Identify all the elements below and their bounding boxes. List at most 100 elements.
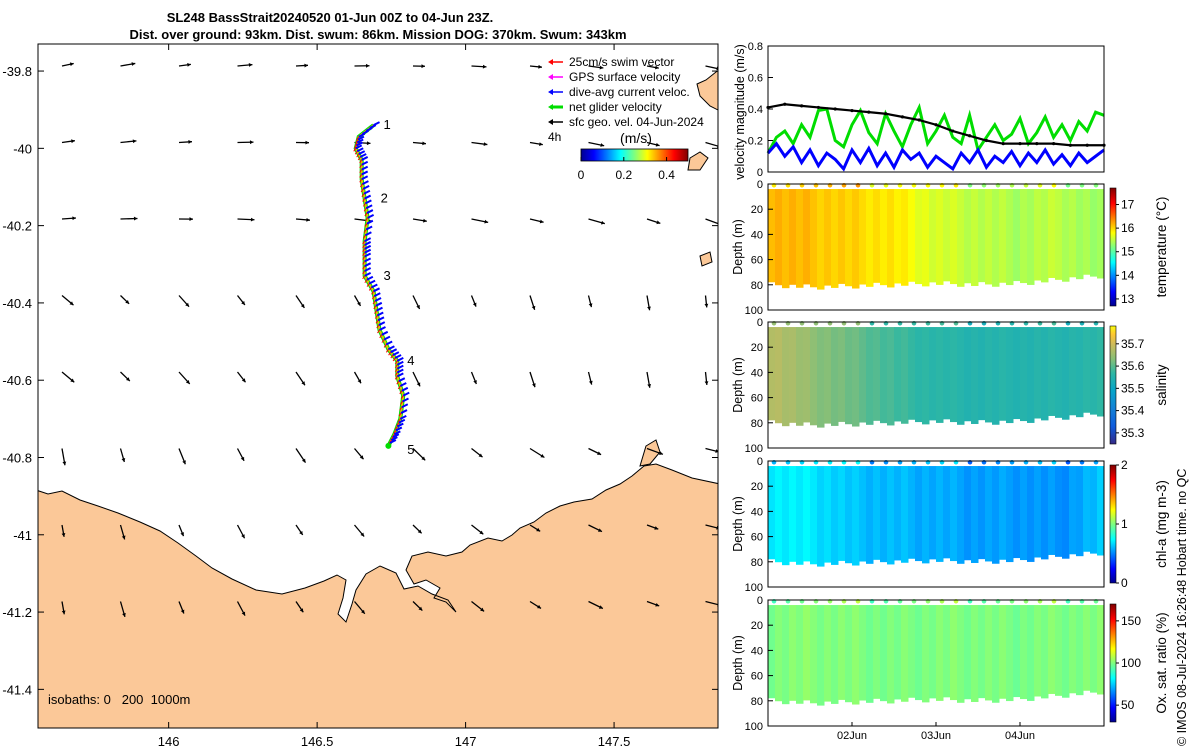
dive-current-arrow xyxy=(356,141,363,147)
velocity-y-tick-label: 0.8 xyxy=(748,41,763,53)
section-cell xyxy=(845,189,853,287)
section-cell xyxy=(824,466,832,563)
section-cell xyxy=(1006,605,1014,702)
section-cell xyxy=(1083,605,1091,691)
section-cell xyxy=(782,327,790,427)
velocity-arrow-head xyxy=(539,219,544,224)
section-cell xyxy=(978,605,986,699)
swim-vector xyxy=(361,193,365,198)
map-y-tick-label: -40.4 xyxy=(2,296,32,311)
section-cell xyxy=(999,605,1007,699)
section-cell xyxy=(985,189,993,285)
dive-current-arrow xyxy=(402,391,410,397)
velocity-arrow-head xyxy=(539,142,543,146)
section-cell xyxy=(1069,466,1077,555)
section-colorbar-tick-label: 15 xyxy=(1121,245,1135,259)
velocity-arrow-head xyxy=(241,378,246,383)
dive-current-arrow xyxy=(396,368,404,374)
track-end-marker xyxy=(385,442,392,449)
section-cell xyxy=(971,466,979,563)
section-y-tick-label: 80 xyxy=(751,280,763,292)
section-cell xyxy=(803,466,811,562)
map-island-small-3 xyxy=(699,251,713,267)
velocity-arrow-head xyxy=(185,302,190,307)
section-cell xyxy=(838,466,846,561)
section-cell xyxy=(852,466,860,566)
swim-vector xyxy=(362,261,366,265)
section-cell xyxy=(859,605,867,701)
map-island-small-2 xyxy=(639,439,661,467)
dive-current-arrow xyxy=(365,204,373,210)
section-colorbar-tick-label: 13 xyxy=(1121,292,1135,306)
velocity-point xyxy=(951,129,955,133)
velocity-y-tick-label: 0 xyxy=(757,167,763,179)
velocity-arrow-head xyxy=(659,451,663,455)
section-cell xyxy=(1062,189,1070,282)
section-cell xyxy=(1041,466,1049,560)
section-cell xyxy=(824,189,832,286)
section-cell xyxy=(866,605,874,703)
section-cell xyxy=(817,327,825,428)
velocity-point xyxy=(884,112,888,116)
section-colorbar xyxy=(1109,187,1117,307)
velocity-arrow-head xyxy=(185,379,190,384)
isobaths-annotation: isobaths: 0 200 1000m xyxy=(48,692,190,707)
section-colorbar-tick-label: 1 xyxy=(1121,517,1128,531)
velocity-point xyxy=(968,134,972,138)
legend-swatch-head xyxy=(548,59,553,65)
section-cell xyxy=(901,189,909,286)
section-cell xyxy=(866,466,874,564)
swim-vector xyxy=(394,426,398,430)
velocity-arrow-head xyxy=(357,379,361,384)
dive-current-arrow xyxy=(361,160,369,166)
swim-vector xyxy=(353,148,357,152)
velocity-point xyxy=(1001,142,1005,146)
legend-swatch-head xyxy=(548,104,553,110)
velocity-arrow-head xyxy=(588,380,593,385)
swim-vector xyxy=(399,406,403,411)
section-cell xyxy=(894,605,902,700)
section-cell xyxy=(999,327,1007,421)
map-x-tick-label: 146 xyxy=(158,734,180,749)
section-cell xyxy=(768,189,776,283)
section-cell xyxy=(950,189,958,285)
section-cell xyxy=(1097,189,1105,279)
velocity-arrow-head xyxy=(188,139,192,144)
section-cell xyxy=(831,605,839,704)
section-cell xyxy=(1076,189,1084,280)
section-cell xyxy=(1090,189,1098,277)
map-y-tick-label: -40.8 xyxy=(2,450,32,465)
velocity-point xyxy=(1035,142,1039,146)
velocity-series xyxy=(766,102,1106,172)
dive-current-arrow xyxy=(364,248,372,254)
velocity-arrow-head xyxy=(182,460,186,465)
dive-current-arrow xyxy=(364,231,372,237)
velocity-arrow-head xyxy=(69,62,74,67)
dive-current-arrow xyxy=(376,311,384,317)
section-cell xyxy=(950,327,958,423)
section-cell xyxy=(985,605,993,701)
section-cell xyxy=(1048,189,1056,278)
waypoints: 1 2 3 4 5 xyxy=(381,117,415,457)
section-y-tick-label: 40 xyxy=(751,506,763,518)
section-cell xyxy=(803,189,811,285)
velocity-arrow-head xyxy=(360,532,365,537)
dive-current-arrow xyxy=(366,209,374,214)
swim-vector xyxy=(373,305,377,310)
swim-vector xyxy=(392,357,396,362)
dive-current-arrow xyxy=(394,354,402,359)
swim-vector xyxy=(394,360,398,365)
section-cell xyxy=(1055,327,1063,418)
swim-vector xyxy=(362,198,366,202)
map-y-axis: -39.8 -40 -40.2 -40.4 -40.6 -40.8 -41 -41.2 -41.… xyxy=(2,64,718,697)
velocity-point xyxy=(917,118,921,122)
section-colorbar-label: chl-a (mg m-3) xyxy=(1154,480,1169,568)
dive-current-arrow xyxy=(381,330,389,336)
velocity-arrow-head xyxy=(72,216,76,221)
swim-vector xyxy=(374,310,377,314)
section-colorbar-tick-label: 17 xyxy=(1121,198,1135,212)
velocity-arrow-head xyxy=(359,455,364,460)
section-cell xyxy=(922,327,930,425)
section-panel-oxygen-saturation: 0 20 40 60 80 100 Depth (m) 50 100 150 Ox. sat. ra… xyxy=(731,595,1169,742)
legend-swatch-head xyxy=(548,89,553,95)
